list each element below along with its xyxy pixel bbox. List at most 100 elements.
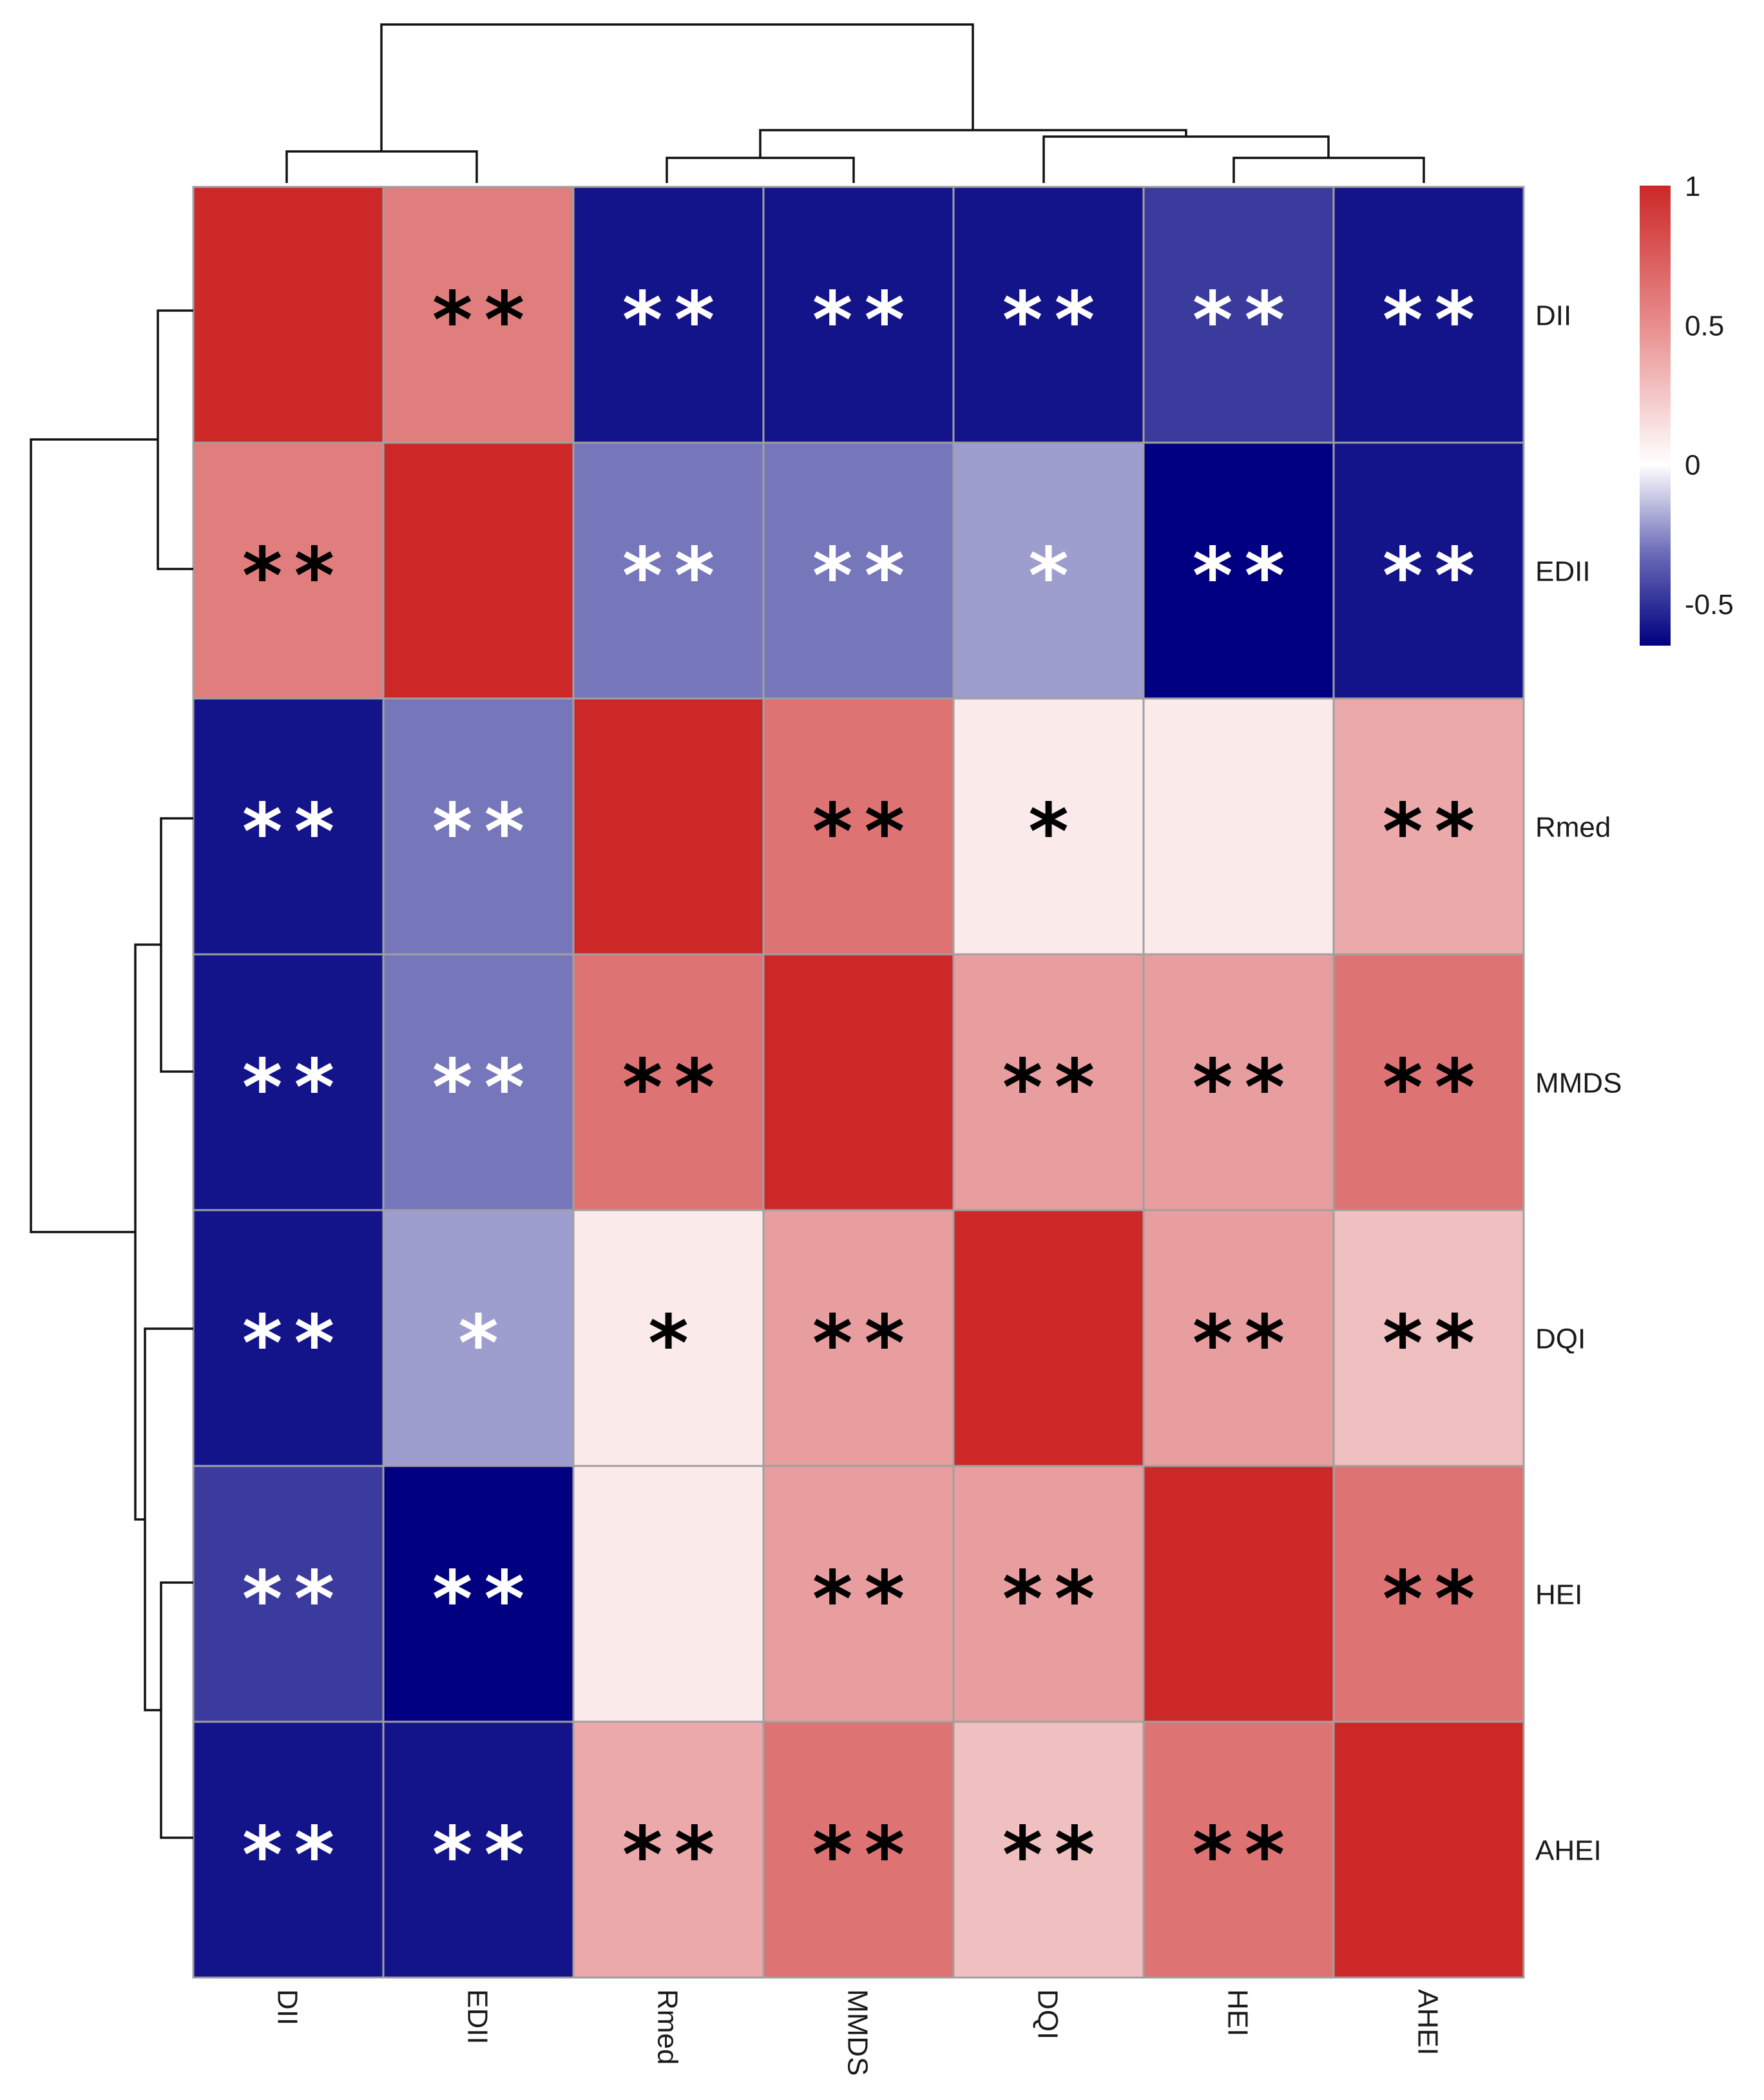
cell-rmed-ahei (1332, 697, 1525, 956)
sig-mark-edii-dqi: * (1028, 532, 1080, 622)
sig-mark-hei-mmds: ** (812, 1556, 917, 1645)
sig-mark-hei-dii: ** (242, 1556, 347, 1645)
sig-mark-dqi-rmed: * (648, 1300, 700, 1389)
row-dendro-rmed-mmds (160, 817, 193, 1073)
cell-dii-edii (382, 186, 575, 444)
sig-mark-hei-ahei: ** (1383, 1556, 1487, 1645)
col-label-dii: DII (272, 1989, 303, 2025)
sig-mark-dii-mmds: ** (812, 276, 917, 366)
cell-hei-rmed (572, 1465, 765, 1723)
col-dendro-root (380, 23, 974, 151)
row-labels: DII EDII Rmed MMDS DQI HEI AHEI (1535, 300, 1622, 1867)
cell-ahei-dii (192, 1720, 385, 1979)
legend-tick-label: 0.5 (1685, 310, 1724, 342)
sig-mark-edii-hei: ** (1193, 532, 1297, 622)
sig-mark-ahei-dqi: ** (1002, 1811, 1107, 1901)
cell-dii-dqi (952, 186, 1145, 444)
column-labels: DII EDII Rmed MMDS DQI HEI AHEI (272, 1989, 1444, 2076)
cell-dqi-ahei (1332, 1209, 1525, 1467)
cell-ahei-mmds (762, 1720, 955, 1979)
column-dendrogram (285, 23, 1425, 183)
cell-dii-hei (1142, 186, 1335, 444)
sig-mark-mmds-hei: ** (1193, 1044, 1297, 1133)
row-dendro-root (30, 438, 158, 1233)
cell-ahei-dqi (952, 1720, 1145, 1979)
cell-dii-mmds (762, 186, 955, 444)
col-dendro-dqi-heiahei (1042, 135, 1330, 183)
col-dendro-dii-edii (285, 150, 478, 183)
cell-dqi-mmds (762, 1209, 955, 1467)
cell-dii-ahei (1332, 186, 1525, 444)
sig-mark-edii-rmed: ** (622, 532, 727, 622)
col-label-ahei: AHEI (1412, 1989, 1444, 2056)
sig-mark-dqi-hei: ** (1193, 1300, 1297, 1389)
col-dendro-rm-dqi (759, 129, 1187, 158)
sig-mark-edii-ahei: ** (1383, 532, 1487, 622)
sig-mark-rmed-ahei: ** (1383, 788, 1487, 878)
cell-rmed-dii (192, 697, 385, 956)
cell-rmed-hei (1142, 697, 1335, 956)
sig-mark-dii-dqi: ** (1002, 276, 1107, 366)
sig-mark-hei-dqi: ** (1002, 1556, 1107, 1645)
row-label-hei: HEI (1535, 1579, 1582, 1611)
col-label-dqi: DQI (1032, 1989, 1064, 2039)
significance-marks: ** ** ** ** ** **** ** ** * ** **** ** ** * **** ** ** **… (242, 276, 1487, 1901)
sig-mark-ahei-mmds: ** (812, 1811, 917, 1901)
cell-edii-ahei (1332, 441, 1525, 700)
cell-ahei-ahei (1332, 1720, 1525, 1979)
sig-mark-dii-ahei: ** (1383, 276, 1487, 366)
row-dendro-dqi-heiahei (144, 1327, 193, 1711)
row-label-edii: EDII (1535, 556, 1591, 588)
sig-mark-dqi-mmds: ** (812, 1300, 917, 1389)
cell-ahei-edii (382, 1720, 575, 1979)
color-legend: 1 0.5 0 -0.5 (1640, 171, 1734, 646)
legend-tick-label: 0 (1685, 450, 1700, 481)
cell-edii-rmed (572, 441, 765, 700)
legend-colorbar (1640, 186, 1671, 646)
cell-mmds-hei (1142, 953, 1335, 1211)
cell-hei-edii (382, 1465, 575, 1723)
legend-tick-label: -0.5 (1685, 589, 1734, 621)
sig-mark-hei-edii: ** (432, 1556, 537, 1645)
cell-rmed-dqi (952, 697, 1145, 956)
sig-mark-ahei-rmed: ** (622, 1811, 727, 1901)
legend-tick-label: 1 (1685, 171, 1700, 202)
row-label-dii: DII (1535, 300, 1571, 332)
sig-mark-dqi-dii: ** (242, 1300, 347, 1389)
sig-mark-mmds-dqi: ** (1002, 1044, 1107, 1133)
sig-mark-dqi-ahei: ** (1383, 1300, 1487, 1389)
cell-edii-edii (382, 441, 575, 700)
sig-mark-edii-mmds: ** (812, 532, 917, 622)
col-label-edii: EDII (462, 1989, 494, 2045)
cell-dii-dii (192, 186, 385, 444)
cell-mmds-rmed (572, 953, 765, 1211)
sig-mark-ahei-dii: ** (242, 1811, 347, 1901)
col-label-rmed: Rmed (652, 1989, 684, 2065)
cell-dii-rmed (572, 186, 765, 444)
sig-mark-ahei-hei: ** (1193, 1811, 1297, 1901)
col-dendro-rmed-mmds (666, 157, 855, 183)
cell-mmds-dii (192, 953, 385, 1211)
cell-hei-hei (1142, 1465, 1335, 1723)
cell-mmds-dqi (952, 953, 1145, 1211)
cell-dqi-dqi (952, 1209, 1145, 1467)
row-dendro-hei-ahei (160, 1581, 193, 1839)
sig-mark-rmed-mmds: ** (812, 788, 917, 878)
row-label-ahei: AHEI (1535, 1835, 1602, 1867)
col-label-mmds: MMDS (842, 1989, 874, 2076)
sig-mark-dqi-edii: * (458, 1300, 510, 1389)
sig-mark-rmed-dii: ** (242, 788, 347, 878)
cell-rmed-mmds (762, 697, 955, 956)
row-dendro-dii-edii (157, 309, 193, 570)
legend-ticks: 1 0.5 0 -0.5 (1685, 171, 1734, 621)
sig-mark-mmds-rmed: ** (622, 1044, 727, 1133)
sig-mark-edii-dii: ** (242, 532, 347, 622)
sig-mark-mmds-edii: ** (432, 1044, 537, 1133)
sig-mark-dii-rmed: ** (622, 276, 727, 366)
sig-mark-mmds-dii: ** (242, 1044, 347, 1133)
row-dendrogram (30, 309, 193, 1839)
heatmap-cells (192, 186, 1525, 1979)
sig-mark-mmds-ahei: ** (1383, 1044, 1487, 1133)
sig-mark-rmed-edii: ** (432, 788, 537, 878)
